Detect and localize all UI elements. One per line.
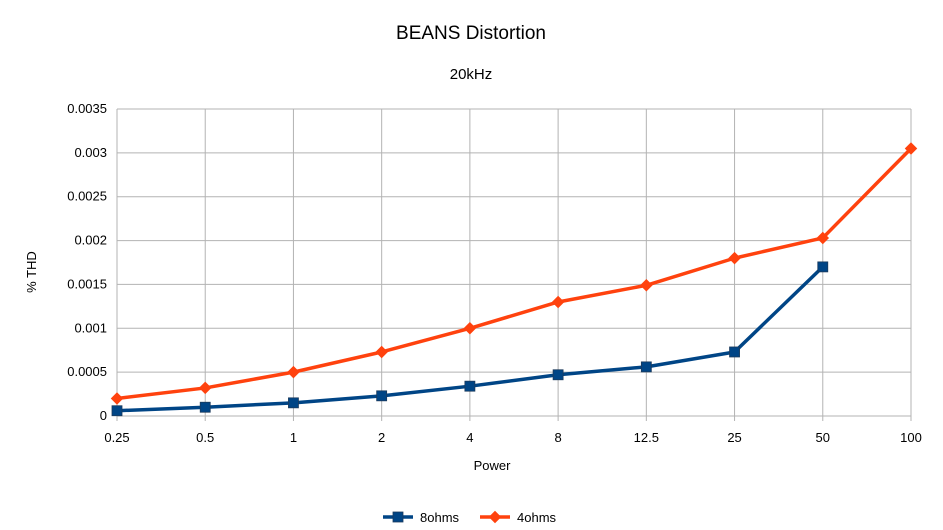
y-tick-label: 0.003 — [74, 145, 107, 160]
x-tick-label: 1 — [290, 430, 297, 445]
legend-item-4ohms: 4ohms — [480, 510, 557, 525]
y-tick-label: 0.0005 — [67, 364, 107, 379]
legend-marker-8ohms — [392, 511, 404, 523]
x-tick-label: 0.5 — [196, 430, 214, 445]
legend-item-8ohms: 8ohms — [383, 510, 460, 525]
data-point-4ohms — [640, 279, 653, 292]
data-point-4ohms — [463, 322, 477, 335]
x-axis-label: Power — [474, 458, 512, 473]
y-tick-labels: 0 0.0005 0.001 0.0015 0.002 0.0025 0.003 0.0035 — [67, 101, 107, 423]
data-point-8ohms — [199, 401, 211, 413]
chart-title: BEANS Distortion — [396, 23, 546, 44]
series-group — [110, 142, 918, 417]
series-8ohms — [111, 261, 829, 417]
x-tick-label: 2 — [378, 430, 385, 445]
data-point-8ohms — [640, 361, 652, 373]
data-point-4ohms — [375, 345, 388, 359]
series-line-4ohms — [116, 147, 913, 401]
y-tick-label: 0.002 — [74, 233, 107, 248]
y-tick-label: 0 — [100, 408, 107, 423]
legend-marker-4ohms — [488, 510, 502, 524]
data-point-8ohms — [376, 390, 388, 402]
x-tick-label: 50 — [816, 430, 830, 445]
x-tick-label: 100 — [900, 430, 922, 445]
legend: 8ohms 4ohms — [383, 510, 557, 525]
data-point-4ohms — [904, 142, 918, 155]
x-tick-label: 12.5 — [634, 430, 659, 445]
y-tick-label: 0.0015 — [67, 276, 107, 291]
data-point-4ohms — [287, 365, 300, 379]
data-point-8ohms — [817, 261, 829, 273]
data-point-8ohms — [552, 369, 564, 381]
y-tick-label: 0.001 — [74, 320, 107, 335]
gridlines — [117, 108, 912, 416]
y-tick-label: 0.0025 — [67, 189, 107, 204]
y-tick-label: 0.0035 — [67, 101, 107, 116]
y-axis-label: % THD — [24, 251, 39, 293]
data-point-8ohms — [729, 346, 740, 358]
chart-subtitle: 20kHz — [450, 66, 493, 83]
legend-label: 4ohms — [517, 510, 557, 525]
series-4ohms — [110, 142, 918, 405]
data-point-8ohms — [464, 380, 476, 392]
data-point-4ohms — [728, 251, 741, 265]
x-tick-labels: 0.25 0.5 1 2 4 8 12.5 25 50 100 — [104, 430, 922, 445]
x-tick-label: 8 — [554, 430, 561, 445]
legend-label: 8ohms — [420, 510, 460, 525]
x-tick-label: 4 — [466, 430, 473, 445]
data-point-8ohms — [111, 405, 123, 417]
data-point-4ohms — [110, 392, 124, 405]
data-point-4ohms — [816, 231, 830, 245]
data-point-4ohms — [551, 295, 565, 309]
data-point-4ohms — [198, 381, 212, 395]
axes — [116, 109, 912, 421]
x-tick-label: 0.25 — [104, 430, 129, 445]
x-tick-label: 25 — [727, 430, 741, 445]
data-point-8ohms — [288, 397, 299, 409]
